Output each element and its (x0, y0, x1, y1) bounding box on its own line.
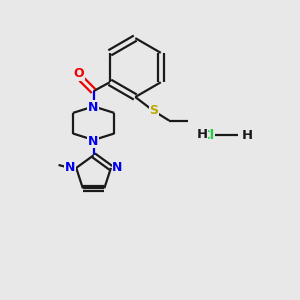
Text: H: H (241, 129, 252, 142)
Text: O: O (74, 67, 84, 80)
Text: N: N (88, 100, 98, 113)
Text: N: N (112, 161, 123, 174)
Text: Cl: Cl (200, 129, 215, 142)
Text: N: N (64, 161, 75, 174)
Text: H: H (196, 128, 207, 142)
Text: S: S (149, 104, 158, 117)
Text: N: N (88, 135, 98, 148)
